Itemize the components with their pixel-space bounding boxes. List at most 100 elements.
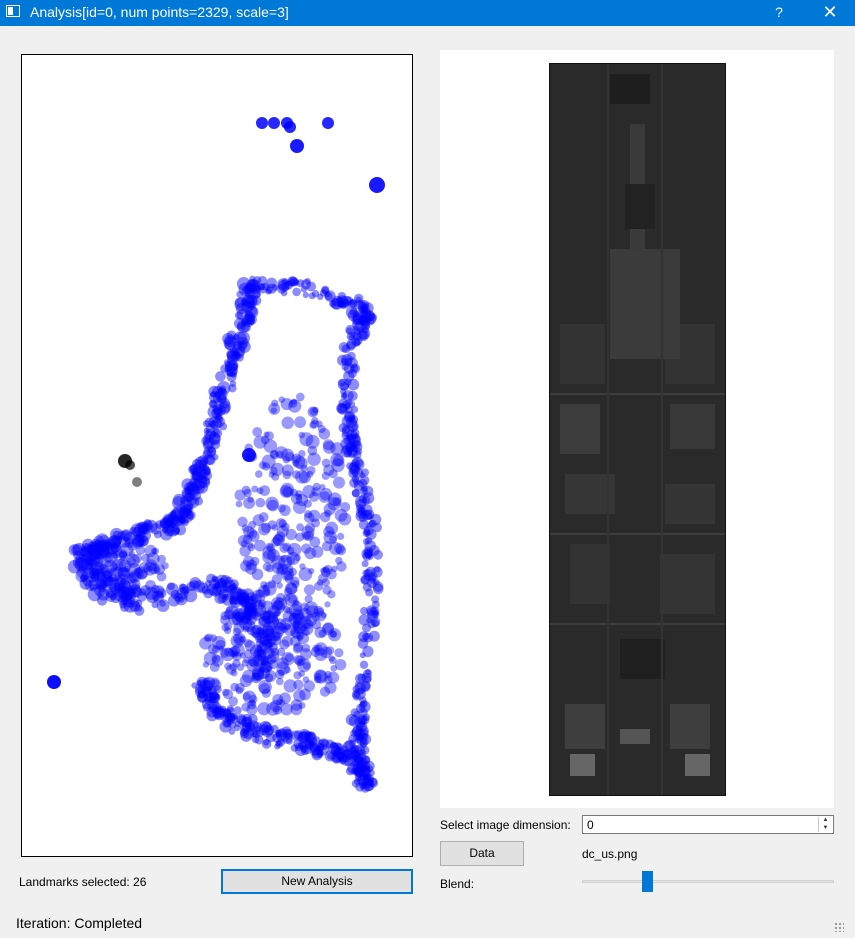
image-dimension-spinbox[interactable]: 0 ▲ ▼ bbox=[582, 815, 834, 834]
scatter-point bbox=[137, 524, 148, 535]
scatter-point bbox=[338, 512, 352, 526]
scatter-point bbox=[285, 452, 295, 462]
scatter-point bbox=[206, 709, 218, 722]
scatter-point bbox=[289, 277, 299, 287]
data-button[interactable]: Data bbox=[440, 841, 524, 866]
scatter-point bbox=[264, 673, 274, 682]
scatter-point bbox=[351, 779, 360, 788]
scatter-point bbox=[350, 754, 358, 763]
scatter-point bbox=[313, 606, 325, 617]
scatter-point bbox=[94, 553, 107, 566]
scatter-point bbox=[167, 514, 180, 528]
scatter-point bbox=[223, 709, 232, 717]
scatter-point bbox=[283, 605, 291, 613]
help-button[interactable]: ? bbox=[775, 4, 783, 20]
scatter-point bbox=[255, 497, 266, 508]
scatter-point bbox=[113, 577, 126, 590]
scatter-point bbox=[236, 322, 246, 332]
scatter-point bbox=[263, 431, 270, 438]
scatter-point bbox=[267, 520, 277, 530]
scatter-point bbox=[357, 329, 369, 342]
scatter-point bbox=[294, 456, 308, 470]
scatter-point bbox=[256, 729, 264, 737]
scatter-point bbox=[179, 583, 186, 590]
resize-grip-icon[interactable] bbox=[834, 922, 844, 932]
scatter-point bbox=[347, 351, 356, 361]
scatter-point bbox=[241, 716, 253, 728]
scatter-point bbox=[353, 778, 361, 785]
scatter-point bbox=[355, 507, 368, 519]
scatter-point bbox=[284, 624, 296, 637]
scatter-point bbox=[361, 672, 372, 684]
scatter-point bbox=[262, 562, 272, 572]
scatter-point bbox=[297, 732, 309, 744]
scatter-point bbox=[248, 530, 260, 542]
scatter-point bbox=[356, 504, 364, 512]
scatter-point bbox=[203, 445, 216, 458]
scatter-point bbox=[350, 444, 359, 453]
scatter-point bbox=[251, 289, 261, 299]
scatter-point bbox=[345, 324, 356, 335]
scatter-plot-canvas[interactable] bbox=[22, 55, 412, 856]
scatter-point bbox=[129, 600, 141, 612]
scatter-point bbox=[88, 549, 101, 561]
scatter-point bbox=[267, 612, 279, 623]
scatter-point bbox=[162, 514, 177, 529]
scatter-point bbox=[357, 508, 366, 517]
scatter-point bbox=[349, 461, 360, 472]
scatter-point bbox=[208, 432, 221, 445]
scatter-point bbox=[275, 729, 288, 742]
scatter-point bbox=[281, 652, 295, 666]
new-analysis-button[interactable]: New Analysis bbox=[221, 869, 413, 894]
scatter-point bbox=[284, 653, 294, 663]
scatter-point bbox=[197, 691, 206, 699]
scatter-point bbox=[120, 593, 132, 605]
scatter-point bbox=[230, 591, 244, 605]
scatter-point bbox=[232, 610, 241, 619]
scatter-point bbox=[241, 588, 254, 601]
image-dimension-value[interactable]: 0 bbox=[587, 818, 594, 832]
scatter-point bbox=[330, 298, 342, 310]
scatter-point bbox=[282, 470, 292, 480]
scatter-point bbox=[252, 427, 263, 437]
scatter-point bbox=[302, 531, 311, 541]
scatter-point bbox=[118, 536, 131, 548]
scatter-point bbox=[226, 349, 237, 360]
scatter-point bbox=[192, 469, 204, 481]
scatter-point bbox=[276, 661, 290, 676]
scatter-point bbox=[269, 450, 278, 459]
scatter-point bbox=[105, 587, 117, 599]
scatter-point bbox=[250, 729, 258, 738]
scatter-point bbox=[224, 647, 234, 657]
scatter-point bbox=[275, 740, 282, 747]
spin-up-icon[interactable]: ▲ bbox=[822, 817, 829, 823]
blend-slider-track[interactable] bbox=[582, 880, 834, 883]
scatter-point bbox=[103, 542, 113, 551]
scatter-point bbox=[240, 322, 251, 333]
close-button[interactable]: ✕ bbox=[822, 2, 838, 22]
scatter-point bbox=[226, 369, 234, 377]
scatter-point bbox=[68, 544, 81, 556]
scatter-point bbox=[256, 627, 265, 636]
scatter-point bbox=[326, 568, 337, 580]
scatter-point bbox=[186, 481, 198, 493]
spinbox-arrows[interactable]: ▲ ▼ bbox=[818, 817, 832, 832]
blend-slider-handle[interactable] bbox=[642, 871, 654, 892]
scatter-point bbox=[244, 640, 256, 652]
scatter-point bbox=[114, 588, 128, 602]
scatter-point bbox=[360, 681, 371, 692]
scatter-point bbox=[272, 732, 282, 743]
scatter-plot[interactable] bbox=[21, 54, 413, 857]
spin-down-icon[interactable]: ▼ bbox=[822, 825, 829, 831]
app-icon bbox=[6, 5, 20, 17]
scatter-point bbox=[370, 513, 382, 526]
scatter-point bbox=[357, 315, 367, 325]
scatter-point bbox=[193, 478, 201, 485]
scatter-point bbox=[209, 634, 217, 642]
scatter-point bbox=[332, 497, 342, 507]
scatter-point bbox=[245, 282, 256, 293]
scatter-point bbox=[191, 480, 206, 494]
scatter-point bbox=[239, 595, 250, 606]
scatter-point bbox=[218, 385, 227, 393]
scatter-point bbox=[217, 593, 228, 604]
